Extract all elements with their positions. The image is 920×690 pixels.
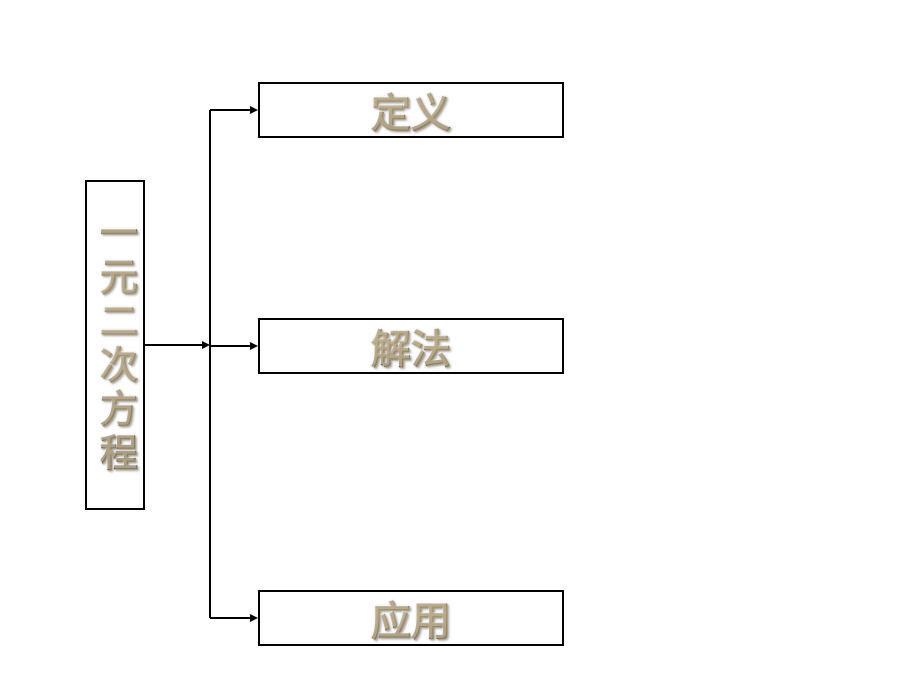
- child-node-application: 应用: [258, 590, 564, 646]
- child-node-definition: 定义: [258, 82, 564, 138]
- connector-segment: [210, 345, 250, 347]
- root-label: 一元二次方程: [88, 213, 143, 477]
- connector-segment: [210, 109, 250, 111]
- child-label-solution: 解法: [371, 317, 451, 375]
- arrowhead-icon: [250, 614, 258, 622]
- connector-segment: [145, 344, 202, 346]
- child-label-application: 应用: [371, 589, 451, 647]
- child-node-solution: 解法: [258, 318, 564, 374]
- root-node: 一元二次方程: [85, 180, 145, 510]
- connector-segment: [210, 617, 250, 619]
- child-label-definition: 定义: [371, 81, 451, 139]
- connector-segment: [209, 110, 211, 618]
- arrowhead-icon: [250, 106, 258, 114]
- arrowhead-icon: [250, 342, 258, 350]
